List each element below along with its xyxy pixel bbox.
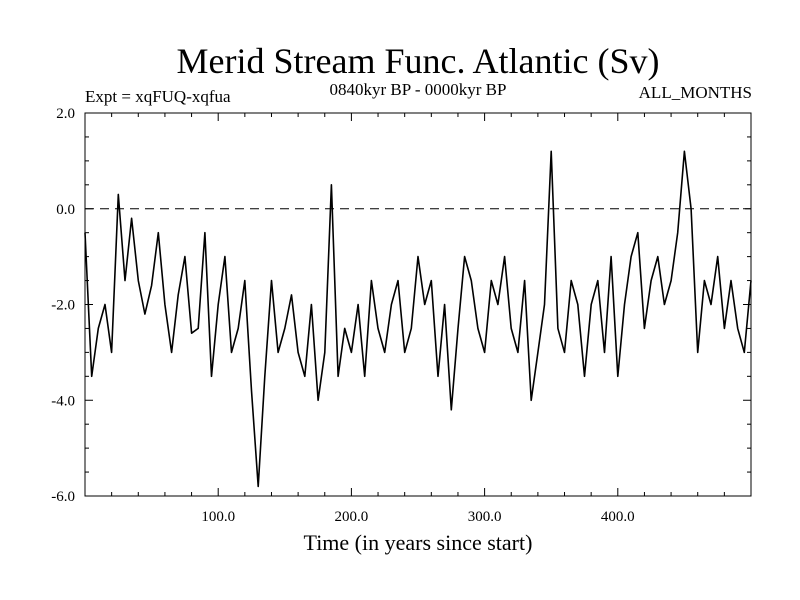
experiment-label: Expt = xqFUQ-xqfua [85,87,231,106]
y-tick-label: 0.0 [56,202,75,218]
y-tick-label: -2.0 [51,298,75,314]
series-line [84,150,752,488]
y-tick-label: -6.0 [51,489,75,505]
y-tick-label: 2.0 [56,106,75,122]
series-layer [84,150,752,488]
season-label: ALL_MONTHS [639,83,752,102]
x-tick-label: 200.0 [335,509,369,525]
x-tick-label: 300.0 [468,509,502,525]
x-tick-label: 100.0 [201,509,235,525]
plot-frame [84,112,752,497]
x-axis: 100.0 200.0 300.0 400.0 [111,113,725,525]
x-tick-label: 400.0 [601,509,635,525]
y-tick-label: -4.0 [51,393,75,409]
chart-title: Merid Stream Func. Atlantic (Sv) [177,41,660,81]
x-axis-label: Time (in years since start) [304,530,533,555]
period-label: 0840kyr BP - 0000kyr BP [330,80,507,99]
y-axis: 2.0 0.0 -2.0 -4.0 -6.0 [51,106,751,505]
